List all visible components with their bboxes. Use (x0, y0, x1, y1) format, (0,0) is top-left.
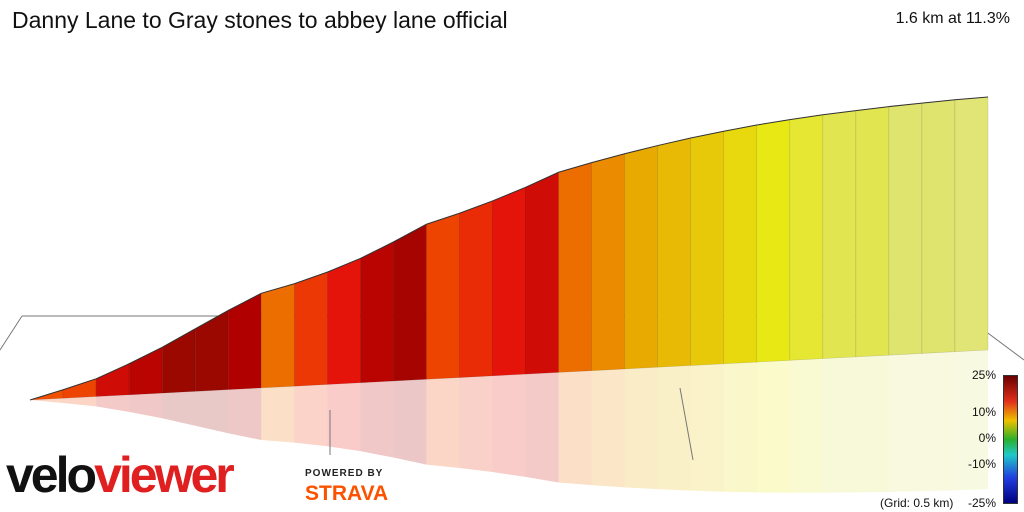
grid-line (0, 315, 23, 351)
logo-part-velo: velo (6, 447, 97, 503)
gradient-slab-19 (624, 145, 658, 370)
reflection-slab-10 (327, 382, 361, 452)
reflection-slab-29 (954, 350, 988, 491)
gradient-slab-11 (360, 241, 394, 384)
reflection-slab-16 (525, 372, 559, 483)
gradient-slab-27 (888, 102, 923, 356)
gradient-slab-14 (459, 200, 493, 378)
gradient-slab-26 (855, 106, 890, 358)
reflection-slab-13 (426, 377, 460, 468)
reflection-slab-14 (459, 375, 493, 473)
reflection-slab-19 (624, 367, 658, 490)
legend-label-25: 25% (971, 368, 996, 382)
gradient-slab-28 (921, 99, 956, 354)
gradient-slab-23 (756, 119, 791, 363)
reflection-slab-5 (162, 391, 196, 426)
gradient-slab-4 (128, 346, 163, 396)
legend-label-neg25: -25% (967, 496, 996, 510)
gradient-slab-15 (492, 186, 526, 377)
legend-label-0: 0% (978, 431, 996, 445)
reflection-slab-3 (96, 394, 130, 412)
reflection-slab-8 (261, 386, 295, 443)
reflection-slab-22 (723, 362, 757, 493)
gradient-slab-22 (723, 124, 758, 365)
reflection-slab-6 (195, 389, 229, 434)
reflection-slab-21 (690, 363, 724, 492)
profile-outline (29, 96, 989, 401)
reflection-slab-23 (756, 360, 790, 493)
gradient-slab-18 (591, 153, 625, 372)
profile-reflection (30, 350, 988, 493)
segment-stats: 1.6 km at 11.3% (895, 10, 1010, 27)
gradient-slab-17 (558, 162, 592, 373)
veloviewer-logo[interactable]: veloviewer (6, 447, 235, 503)
reflection-slab-4 (129, 393, 163, 419)
gradient-slab-29 (954, 96, 989, 353)
gradient-slab-3 (95, 363, 130, 397)
strava-logo[interactable]: STRAVA (305, 482, 389, 505)
gradient-slab-8 (260, 283, 295, 389)
gradient-slab-13 (426, 212, 460, 380)
reflection-slab-28 (921, 351, 955, 492)
reflection-slab-9 (294, 384, 328, 447)
reflection-slab-18 (591, 368, 625, 488)
reflection-slab-2 (63, 396, 97, 407)
gradient-slab-21 (690, 130, 725, 366)
gradient-slab-25 (822, 110, 857, 359)
legend-label-neg10: -10% (967, 457, 996, 471)
logo-part-viewer: viewer (94, 447, 235, 503)
gradient-slab-6 (194, 309, 229, 392)
reflection-slab-25 (822, 356, 856, 493)
gradient-slabs (29, 96, 989, 401)
reflection-slab-17 (558, 370, 592, 486)
chart-title: Danny Lane to Gray stones to abbey lane … (12, 7, 508, 33)
reflection-slab-27 (888, 353, 922, 492)
gradient-legend-bar (1003, 375, 1018, 504)
powered-by-label: POWERED BY (305, 468, 384, 479)
reflection-slab-26 (855, 355, 889, 493)
reflection-slab-1 (30, 398, 64, 403)
grid-line (679, 387, 694, 461)
gradient-slab-9 (293, 271, 328, 387)
reflection-slab-12 (393, 379, 427, 465)
gradient-slab-12 (393, 223, 427, 382)
gradient-slab-16 (525, 171, 559, 375)
gradient-slab-24 (789, 114, 824, 361)
reflection-slab-24 (789, 358, 823, 493)
grid-scale-note: (Grid: 0.5 km) (880, 496, 954, 510)
legend-label-10: 10% (971, 405, 996, 419)
reflection-slab-7 (228, 387, 262, 440)
gradient-slab-20 (657, 137, 691, 368)
reflection-slab-20 (657, 365, 691, 491)
gradient-slab-10 (327, 257, 361, 385)
reflection-slab-11 (360, 381, 394, 458)
reflection-slab-15 (492, 374, 526, 477)
